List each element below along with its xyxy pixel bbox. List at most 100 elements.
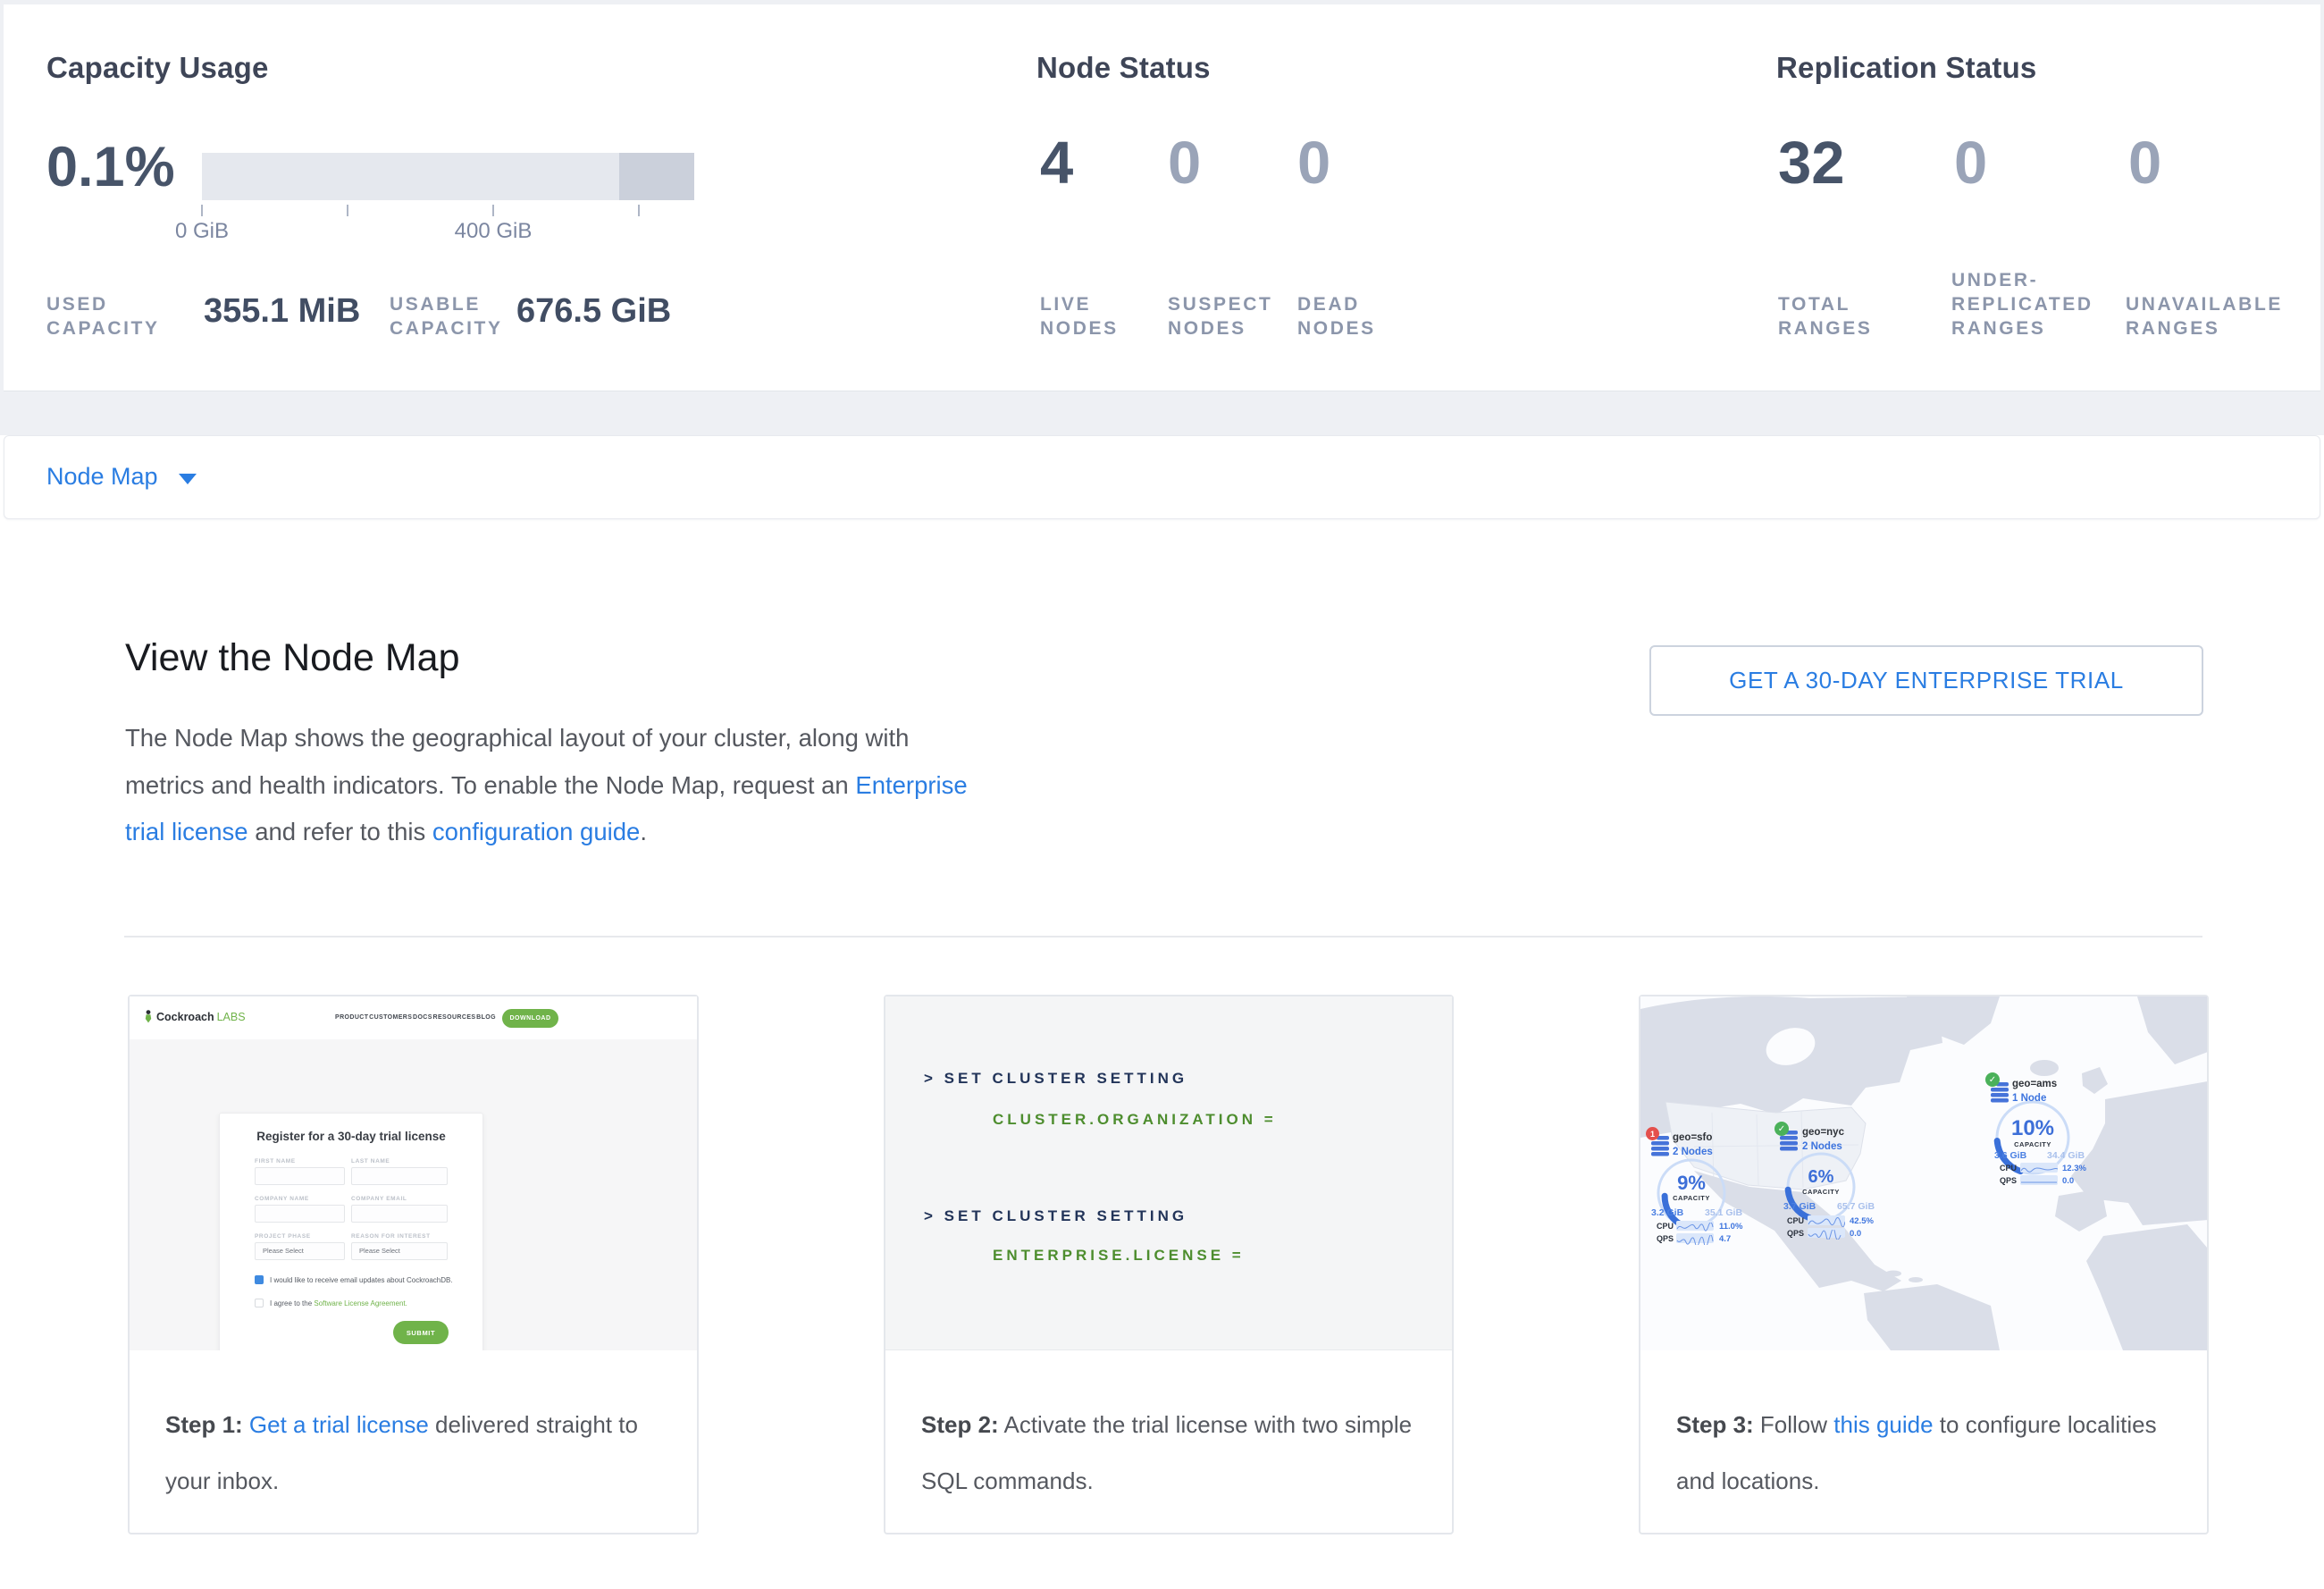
database-stack-icon bbox=[1780, 1131, 1798, 1151]
nav-item-customers: CUSTOMERS bbox=[369, 1014, 413, 1021]
capacity-percent: 9% bbox=[1677, 1172, 1706, 1194]
sql-prompt: > bbox=[924, 1070, 944, 1087]
cpu-sparkline bbox=[1808, 1215, 1846, 1228]
enterprise-trial-license-link[interactable]: Enterprise trial license bbox=[125, 770, 968, 846]
qps-value: 0.0 bbox=[1850, 1229, 1862, 1239]
license-agree-checkbox bbox=[255, 1299, 264, 1307]
cpu-label: CPU bbox=[1657, 1222, 1674, 1231]
view-selector-dropdown[interactable]: Node Map bbox=[4, 435, 2320, 519]
qps-value: 4.7 bbox=[1719, 1234, 1732, 1244]
capacity-total-value: 65.7 GiB bbox=[1837, 1201, 1875, 1212]
axis-tick-label-0: 0 GiB bbox=[174, 219, 230, 243]
get-enterprise-trial-button[interactable]: GET A 30-DAY ENTERPRISE TRIAL bbox=[1649, 645, 2203, 716]
step1-after: delivered straight to your inbox. bbox=[165, 1411, 638, 1494]
get-trial-license-link[interactable]: Get a trial license bbox=[248, 1411, 429, 1438]
cpu-value: 12.3% bbox=[2062, 1164, 2086, 1173]
software-license-link: Software License Agreement. bbox=[314, 1299, 407, 1307]
cpu-sparkline bbox=[1676, 1221, 1714, 1232]
sql-keyword: SET CLUSTER SETTING bbox=[944, 1207, 1188, 1224]
step2-text: Step 2: Activate the trial license with … bbox=[885, 1350, 1452, 1533]
step2-card: > SET CLUSTER SETTING CLUSTER.ORGANIZATI… bbox=[884, 995, 1454, 1534]
under-replicated-label: UNDER-REPLICATED RANGES bbox=[1951, 270, 2093, 339]
usable-capacity-value: 676.5 GiB bbox=[516, 292, 672, 330]
capacity-bar-reserved-segment bbox=[619, 153, 694, 200]
license-agree-text: I agree to the Software License Agreemen… bbox=[270, 1299, 407, 1307]
reason-label: REASON FOR INTEREST bbox=[351, 1233, 431, 1240]
logo-text: Cockroach bbox=[156, 1011, 214, 1023]
sql-arg-2: ENTERPRISE.LICENSE = bbox=[993, 1247, 1245, 1264]
under-replicated-count: 0 bbox=[1954, 130, 1988, 197]
qps-value: 0.0 bbox=[2062, 1176, 2075, 1186]
capacity-caption: CAPACITY bbox=[1802, 1188, 1840, 1196]
database-stack-icon bbox=[1991, 1082, 2009, 1103]
configuration-guide-link[interactable]: configuration guide bbox=[432, 818, 641, 845]
cpu-label: CPU bbox=[1787, 1216, 1805, 1225]
step3-after: to configure localities and locations. bbox=[1676, 1411, 2157, 1494]
email-updates-text: I would like to receive email updates ab… bbox=[270, 1276, 453, 1284]
axis-tick bbox=[201, 205, 203, 216]
registration-screenshot: Cockroach LABS PRODUCT CUSTOMERS DOCS RES… bbox=[130, 996, 697, 1350]
locality-node-count: 2 Nodes bbox=[1673, 1147, 1713, 1157]
capacity-total-value: 35.1 GiB bbox=[1705, 1207, 1743, 1218]
this-guide-link[interactable]: this guide bbox=[1833, 1411, 1934, 1438]
qps-sparkline bbox=[1676, 1233, 1714, 1248]
company-email-label: COMPANY EMAIL bbox=[351, 1196, 407, 1202]
capacity-used-value: 3.7 GiB bbox=[1783, 1201, 1816, 1212]
minisite-nav-links: PRODUCT CUSTOMERS DOCS RESOURCES BLOG bbox=[335, 1014, 496, 1021]
locality-name: geo=ams bbox=[2012, 1079, 2058, 1089]
dead-nodes-count: 0 bbox=[1297, 130, 1331, 197]
chevron-down-icon bbox=[179, 474, 197, 484]
suspect-nodes-label: SUSPECT NODES bbox=[1168, 294, 1273, 339]
section-divider bbox=[124, 936, 2202, 937]
form-title: Register for a 30-day trial license bbox=[256, 1130, 446, 1143]
locality-name: geo=nyc bbox=[1802, 1127, 1844, 1138]
axis-tick bbox=[492, 205, 494, 216]
cockroach-bug-icon bbox=[145, 1010, 152, 1023]
company-email-field bbox=[351, 1205, 448, 1223]
unavailable-count: 0 bbox=[2128, 130, 2162, 197]
database-stack-icon bbox=[1651, 1136, 1669, 1156]
sql-command-1: > SET CLUSTER SETTING bbox=[924, 1070, 1187, 1088]
locality-node-count: 1 Node bbox=[2012, 1093, 2047, 1104]
suspect-nodes-count: 0 bbox=[1168, 130, 1202, 197]
project-phase-select: Please Select bbox=[255, 1242, 345, 1260]
step1-text: Step 1: Get a trial license delivered st… bbox=[130, 1350, 697, 1533]
qps-label: QPS bbox=[1787, 1229, 1805, 1238]
total-ranges-label: TOTAL RANGES bbox=[1778, 294, 1873, 339]
used-capacity-label: USED CAPACITY bbox=[46, 294, 160, 339]
capacity-total-value: 34.4 GiB bbox=[2047, 1150, 2085, 1161]
step1-prefix: Step 1: bbox=[165, 1411, 243, 1438]
view-selector-label: Node Map bbox=[46, 463, 158, 490]
cpu-label: CPU bbox=[2000, 1164, 2018, 1173]
agree-prefix: I agree to the bbox=[270, 1299, 315, 1307]
step3-text: Step 3: Follow this guide to configure l… bbox=[1640, 1350, 2207, 1533]
replication-status-title: Replication Status bbox=[1776, 51, 2037, 84]
nodemap-description: The Node Map shows the geographical layo… bbox=[125, 715, 983, 856]
unavailable-label: UNAVAILABLE RANGES bbox=[2126, 294, 2283, 339]
capacity-used-value: 3.6 GiB bbox=[1994, 1150, 2027, 1161]
cpu-value: 11.0% bbox=[1719, 1222, 1743, 1232]
qps-label: QPS bbox=[2000, 1176, 2018, 1185]
world-map-illustration bbox=[1640, 996, 2207, 1350]
cpu-sparkline bbox=[2020, 1163, 2059, 1173]
step1-before bbox=[243, 1411, 249, 1438]
healthy-check-icon: ✓ bbox=[1774, 1122, 1789, 1136]
capacity-percent: 10% bbox=[2010, 1116, 2055, 1140]
used-capacity-value: 355.1 MiB bbox=[204, 292, 361, 330]
last-name-label: LAST NAME bbox=[351, 1158, 390, 1164]
capacity-percent: 6% bbox=[1808, 1167, 1834, 1187]
minisite-body: Register for a 30-day trial license FIRS… bbox=[130, 1039, 697, 1350]
logo-suffix-text: LABS bbox=[216, 1011, 246, 1023]
sql-keyword: SET CLUSTER SETTING bbox=[944, 1070, 1188, 1087]
step2-prefix: Step 2: bbox=[921, 1411, 999, 1438]
axis-tick bbox=[347, 205, 348, 216]
capacity-usage-title: Capacity Usage bbox=[46, 51, 269, 84]
qps-sparkline bbox=[1808, 1228, 1845, 1240]
minisite-navbar: Cockroach LABS PRODUCT CUSTOMERS DOCS RES… bbox=[130, 996, 697, 1039]
company-name-label: COMPANY NAME bbox=[255, 1196, 309, 1202]
live-nodes-label: LIVE NODES bbox=[1040, 294, 1119, 339]
total-ranges-count: 32 bbox=[1778, 130, 1845, 197]
capacity-used-value: 3.2 GiB bbox=[1651, 1207, 1684, 1218]
step2-body: Activate the trial license with two simp… bbox=[921, 1411, 1413, 1494]
